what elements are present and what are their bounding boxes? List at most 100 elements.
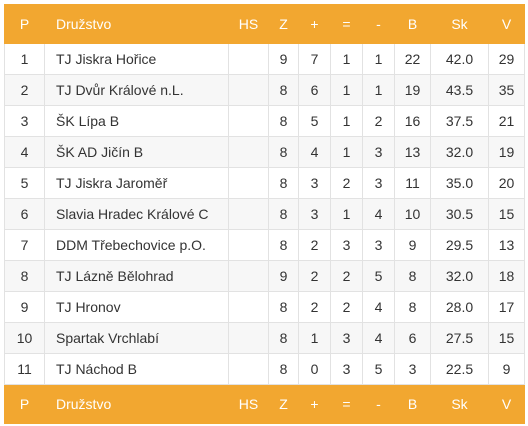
column-header: V [488, 384, 525, 424]
cell: 8 [268, 167, 299, 199]
cell: 9 [4, 291, 45, 323]
cell: 3 [330, 229, 363, 261]
table-row: 7 DDM Třebechovice p.O. 8 2 3 3 9 29.5 13 [4, 229, 525, 261]
cell: 8 [268, 291, 299, 323]
cell: 5 [4, 167, 45, 199]
cell: 5 [298, 105, 331, 137]
cell: 3 [298, 198, 331, 230]
empty-cell [228, 322, 269, 354]
column-header: Družstvo [44, 384, 229, 424]
table-row: 1 TJ Jiskra Hořice 9 7 1 1 22 42.0 29 [4, 43, 525, 75]
cell: 8 [4, 260, 45, 292]
cell: 3 [362, 167, 395, 199]
cell: 43.5 [430, 74, 489, 106]
column-header: - [362, 4, 395, 44]
cell: 3 [330, 353, 363, 385]
cell: 7 [4, 229, 45, 261]
column-header: Družstvo [44, 4, 229, 44]
cell: 10 [394, 198, 431, 230]
cell: 4 [298, 136, 331, 168]
cell: 13 [488, 229, 525, 261]
empty-cell [228, 167, 269, 199]
empty-cell [228, 229, 269, 261]
empty-cell [228, 43, 269, 75]
cell: 1 [298, 322, 331, 354]
column-header: Sk [430, 384, 489, 424]
cell: 2 [298, 229, 331, 261]
table-row: 4 ŠK AD Jičín B 8 4 1 3 13 32.0 19 [4, 136, 525, 168]
table-row: 8 TJ Lázně Bělohrad 9 2 2 5 8 32.0 18 [4, 260, 525, 292]
cell: 2 [330, 260, 363, 292]
cell: 3 [394, 353, 431, 385]
column-header: Sk [430, 4, 489, 44]
cell: 20 [488, 167, 525, 199]
table-footer: P Družstvo HS Z + = - B Sk V [4, 384, 525, 424]
team-name: ŠK Lípa B [44, 105, 229, 137]
cell: 28.0 [430, 291, 489, 323]
column-header: P [4, 384, 45, 424]
empty-cell [228, 74, 269, 106]
cell: 4 [362, 291, 395, 323]
column-header: Z [268, 4, 299, 44]
column-header: + [298, 384, 331, 424]
cell: 29.5 [430, 229, 489, 261]
column-header: Z [268, 384, 299, 424]
cell: 3 [298, 167, 331, 199]
cell: 8 [268, 353, 299, 385]
cell: 8 [268, 136, 299, 168]
empty-cell [228, 353, 269, 385]
column-header: = [330, 384, 363, 424]
cell: 4 [4, 136, 45, 168]
cell: 9 [268, 260, 299, 292]
table-header: P Družstvo HS Z + = - B Sk V [4, 4, 525, 44]
cell: 32.0 [430, 260, 489, 292]
empty-cell [228, 198, 269, 230]
cell: 8 [268, 198, 299, 230]
cell: 19 [394, 74, 431, 106]
table-row: 11 TJ Náchod B 8 0 3 5 3 22.5 9 [4, 353, 525, 385]
cell: 42.0 [430, 43, 489, 75]
cell: 15 [488, 322, 525, 354]
header-row: P Družstvo HS Z + = - B Sk V [4, 4, 525, 44]
cell: 1 [330, 43, 363, 75]
cell: 16 [394, 105, 431, 137]
cell: 11 [394, 167, 431, 199]
cell: 5 [362, 353, 395, 385]
column-header: HS [228, 384, 269, 424]
cell: 1 [330, 136, 363, 168]
cell: 1 [362, 74, 395, 106]
table-row: 3 ŠK Lípa B 8 5 1 2 16 37.5 21 [4, 105, 525, 137]
empty-cell [228, 291, 269, 323]
empty-cell [228, 136, 269, 168]
cell: 6 [394, 322, 431, 354]
column-header: B [394, 384, 431, 424]
cell: 3 [330, 322, 363, 354]
cell: 0 [298, 353, 331, 385]
team-name: TJ Lázně Bělohrad [44, 260, 229, 292]
cell: 17 [488, 291, 525, 323]
team-name: TJ Hronov [44, 291, 229, 323]
cell: 3 [362, 136, 395, 168]
cell: 21 [488, 105, 525, 137]
cell: 9 [268, 43, 299, 75]
column-header: V [488, 4, 525, 44]
cell: 1 [4, 43, 45, 75]
table-row: 10 Spartak Vrchlabí 8 1 3 4 6 27.5 15 [4, 322, 525, 354]
cell: 22 [394, 43, 431, 75]
cell: 22.5 [430, 353, 489, 385]
cell: 30.5 [430, 198, 489, 230]
cell: 1 [330, 105, 363, 137]
cell: 3 [362, 229, 395, 261]
cell: 1 [330, 74, 363, 106]
cell: 8 [268, 229, 299, 261]
cell: 10 [4, 322, 45, 354]
footer-row: P Družstvo HS Z + = - B Sk V [4, 384, 525, 424]
column-header: + [298, 4, 331, 44]
team-name: TJ Náchod B [44, 353, 229, 385]
table-row: 2 TJ Dvůr Králové n.L. 8 6 1 1 19 43.5 35 [4, 74, 525, 106]
column-header: = [330, 4, 363, 44]
cell: 6 [4, 198, 45, 230]
cell: 7 [298, 43, 331, 75]
cell: 1 [362, 43, 395, 75]
